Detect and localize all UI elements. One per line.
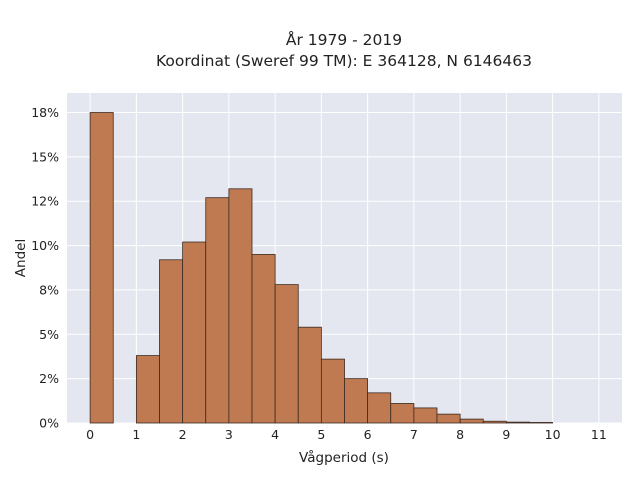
y-tick-label: 18% — [31, 105, 59, 120]
histogram-bar — [89, 112, 114, 424]
histogram-bar — [529, 422, 554, 424]
histogram-bar — [459, 418, 484, 424]
bars — [89, 112, 554, 424]
histogram-bar — [436, 413, 461, 424]
x-tick-label: 4 — [271, 427, 279, 442]
y-tick-label: 12% — [31, 194, 59, 209]
histogram-bar — [251, 254, 276, 424]
chart-title: År 1979 - 2019 — [286, 30, 402, 49]
x-tick-label: 9 — [502, 427, 510, 442]
histogram-bar — [482, 420, 507, 424]
histogram-bar — [390, 403, 415, 424]
histogram-bar — [505, 421, 530, 424]
x-tick-label: 6 — [364, 427, 372, 442]
histogram-bar — [135, 355, 160, 424]
y-tick-label: 15% — [31, 149, 59, 164]
histogram-bar — [367, 392, 392, 424]
x-tick-label: 11 — [591, 427, 607, 442]
x-axis-label: Vågperiod (s) — [299, 449, 389, 466]
x-axis-ticks: 0 1 2 3 4 5 6 7 8 9 10 11 — [86, 427, 607, 442]
histogram-bar — [274, 284, 299, 424]
histogram-bar — [228, 188, 253, 424]
x-tick-label: 3 — [225, 427, 233, 442]
x-tick-label: 5 — [317, 427, 325, 442]
histogram-bar — [182, 241, 207, 424]
y-tick-label: 8% — [39, 282, 59, 297]
histogram-bar — [320, 358, 345, 424]
y-tick-label: 0% — [39, 416, 59, 431]
x-tick-label: 2 — [179, 427, 187, 442]
x-tick-label: 7 — [410, 427, 418, 442]
y-tick-label: 2% — [39, 371, 59, 386]
chart-subtitle: Koordinat (Sweref 99 TM): E 364128, N 61… — [156, 52, 532, 70]
histogram-bar — [297, 326, 322, 424]
x-tick-label: 1 — [132, 427, 140, 442]
x-tick-label: 10 — [545, 427, 561, 442]
histogram-bar — [205, 197, 230, 424]
x-tick-label: 0 — [86, 427, 94, 442]
y-tick-label: 5% — [39, 327, 59, 342]
histogram-bar — [413, 407, 438, 424]
histogram-bar — [159, 259, 184, 424]
y-tick-label: 10% — [31, 238, 59, 253]
grid-lines — [67, 93, 622, 424]
y-axis-ticks: 0% 2% 5% 8% 10% 12% 15% 18% — [31, 105, 59, 430]
y-axis-label: Andel — [13, 239, 29, 277]
histogram-bar — [344, 378, 369, 424]
x-tick-label: 8 — [456, 427, 464, 442]
